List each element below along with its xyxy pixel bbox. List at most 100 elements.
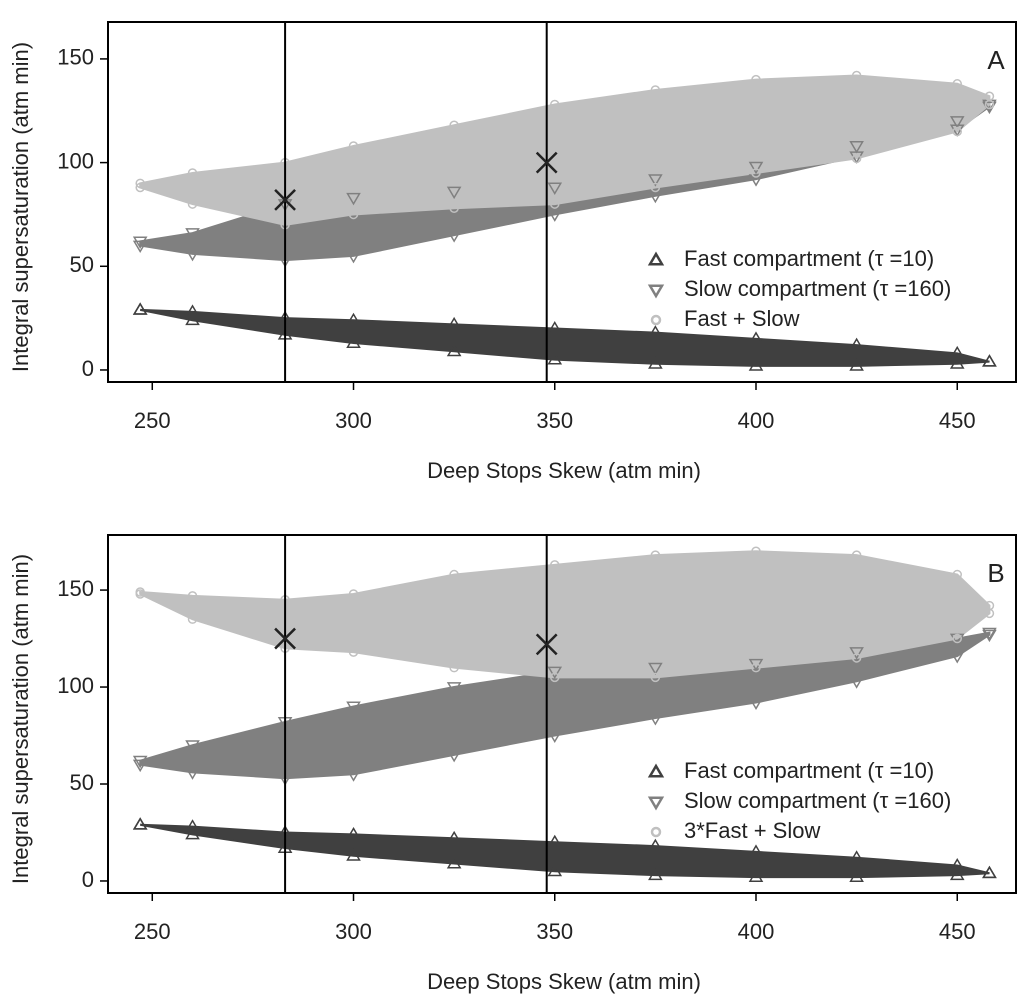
point-marker bbox=[751, 546, 761, 557]
point-marker bbox=[849, 647, 864, 660]
point-marker bbox=[748, 844, 764, 857]
point-marker bbox=[851, 550, 862, 560]
point-marker bbox=[952, 633, 962, 644]
legend-label: Fast compartment (τ =10) bbox=[684, 758, 934, 783]
point-marker bbox=[449, 120, 459, 131]
legend-label: Slow compartment (τ =160) bbox=[684, 276, 951, 301]
point-marker bbox=[348, 209, 359, 220]
point-marker bbox=[982, 354, 997, 367]
point-marker bbox=[849, 869, 864, 883]
point-marker bbox=[348, 589, 359, 599]
point-marker bbox=[346, 769, 361, 782]
plot-area bbox=[139, 550, 991, 879]
point-marker bbox=[187, 614, 198, 624]
x-tick-label: 300 bbox=[335, 408, 372, 433]
point-marker bbox=[851, 653, 862, 663]
point-marker bbox=[984, 99, 995, 110]
point-marker bbox=[648, 174, 663, 187]
point-marker bbox=[446, 230, 462, 243]
point-marker bbox=[650, 672, 661, 683]
point-marker bbox=[547, 730, 563, 744]
point-marker bbox=[952, 79, 962, 89]
point-marker bbox=[348, 647, 359, 657]
point-marker bbox=[547, 209, 563, 222]
point-marker bbox=[748, 697, 764, 711]
y-tick-label: 0 bbox=[82, 356, 94, 381]
point-marker bbox=[185, 304, 200, 317]
point-marker bbox=[751, 168, 761, 178]
point-marker bbox=[346, 192, 361, 206]
point-marker bbox=[650, 182, 661, 193]
point-marker bbox=[135, 589, 145, 599]
point-marker bbox=[748, 161, 764, 175]
point-marker bbox=[132, 817, 148, 830]
point-marker bbox=[132, 240, 148, 254]
point-marker bbox=[547, 666, 563, 680]
point-marker bbox=[748, 869, 764, 883]
x-tick-label: 350 bbox=[536, 919, 573, 944]
point-marker bbox=[446, 749, 462, 763]
y-axis-label: Integral supersaturation (atm min) bbox=[8, 554, 33, 884]
point-marker bbox=[185, 819, 200, 832]
series-band bbox=[139, 550, 991, 679]
legend-symbol bbox=[647, 763, 665, 778]
point-marker bbox=[952, 569, 962, 580]
point-marker bbox=[547, 352, 563, 365]
panel-label: A bbox=[987, 45, 1005, 75]
point-marker bbox=[751, 662, 761, 673]
point-marker bbox=[446, 186, 462, 200]
point-marker bbox=[346, 701, 361, 714]
point-marker bbox=[135, 178, 145, 189]
point-marker bbox=[187, 199, 198, 209]
legend-label: Fast compartment (τ =10) bbox=[684, 246, 934, 271]
point-marker bbox=[547, 863, 563, 877]
y-tick-label: 50 bbox=[70, 770, 94, 795]
point-marker bbox=[185, 228, 200, 241]
y-axis-label: Integral supersaturation (atm min) bbox=[8, 42, 33, 372]
legend-symbol bbox=[647, 796, 665, 811]
point-marker bbox=[132, 302, 148, 315]
point-marker bbox=[550, 560, 560, 570]
series-band bbox=[140, 823, 990, 879]
point-marker bbox=[132, 236, 148, 249]
point-marker bbox=[346, 848, 361, 861]
point-marker bbox=[648, 325, 663, 338]
y-tick-label: 100 bbox=[57, 148, 94, 173]
point-marker bbox=[187, 168, 198, 178]
point-marker bbox=[348, 141, 359, 151]
highlight-marker bbox=[535, 633, 558, 656]
point-marker bbox=[185, 826, 200, 840]
point-marker bbox=[449, 662, 459, 673]
point-marker bbox=[648, 662, 663, 676]
x-axis-label: Deep Stops Skew (atm min) bbox=[427, 458, 701, 483]
point-marker bbox=[751, 74, 761, 85]
x-tick-label: 400 bbox=[738, 919, 775, 944]
legend-label: 3*Fast + Slow bbox=[684, 818, 820, 843]
series-band bbox=[140, 308, 990, 367]
point-marker bbox=[185, 740, 200, 753]
x-axis-label: Deep Stops Skew (atm min) bbox=[427, 969, 701, 994]
y-tick-label: 100 bbox=[57, 673, 94, 698]
x-tick-label: 450 bbox=[939, 919, 976, 944]
point-marker bbox=[949, 356, 965, 369]
point-marker bbox=[849, 151, 864, 164]
point-marker bbox=[851, 153, 862, 164]
series-band bbox=[139, 74, 991, 226]
point-marker bbox=[648, 356, 663, 369]
point-marker bbox=[949, 116, 965, 129]
point-marker bbox=[449, 203, 459, 213]
y-tick-label: 150 bbox=[57, 576, 94, 601]
point-marker bbox=[748, 331, 764, 344]
point-marker bbox=[849, 676, 864, 689]
point-marker bbox=[550, 99, 560, 110]
point-marker bbox=[982, 629, 997, 643]
series-band bbox=[139, 631, 991, 780]
point-marker bbox=[132, 759, 148, 773]
y-tick-label: 50 bbox=[70, 252, 94, 277]
x-tick-label: 400 bbox=[738, 408, 775, 433]
point-marker bbox=[449, 569, 459, 580]
point-marker bbox=[446, 343, 462, 357]
point-marker bbox=[185, 767, 200, 780]
point-marker bbox=[187, 591, 198, 601]
